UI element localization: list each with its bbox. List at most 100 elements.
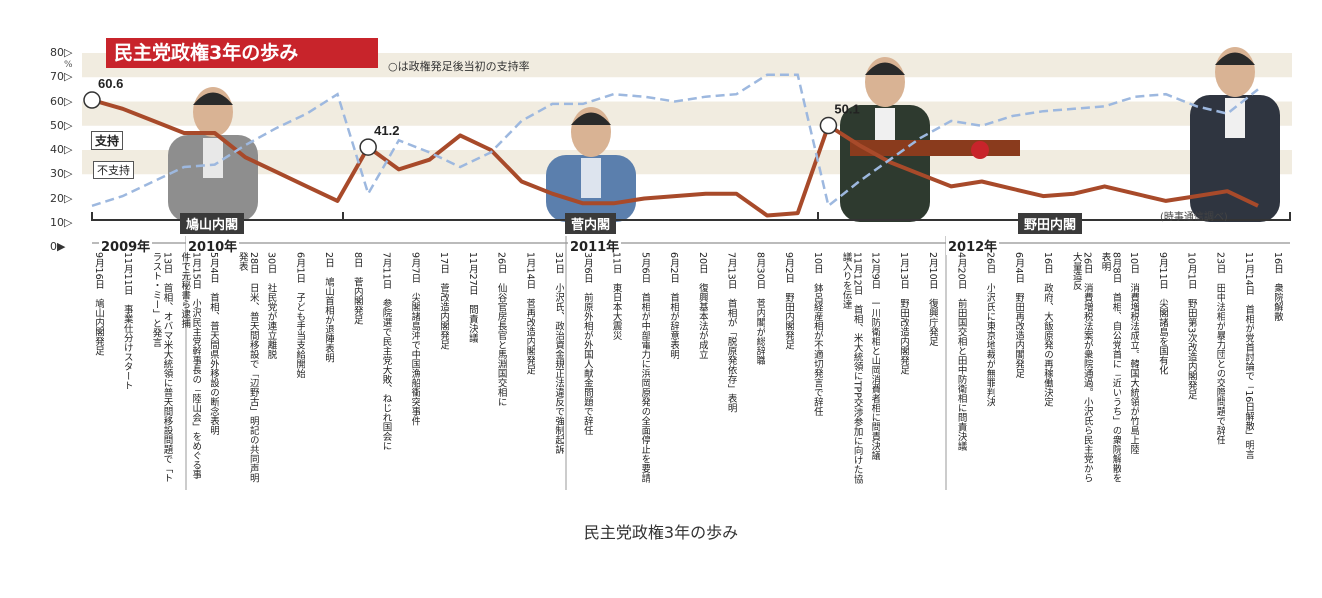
cabinet-label-hatoyama: 鳩山内閣 xyxy=(180,213,245,234)
annotation-marks: 60.6 41.2 50.1 xyxy=(83,76,860,156)
timeline-dividers xyxy=(92,236,1290,490)
initial-rating-label-1: 41.2 xyxy=(374,123,399,138)
series-lines xyxy=(91,73,1259,218)
event-date: 8日 xyxy=(351,252,363,278)
event-date: 7月11日 xyxy=(380,252,392,299)
event-text: 尖閣諸島沖で中国漁船衝突事件 xyxy=(409,292,421,426)
event-item: 28日 日米、普天間移設で「辺野古」明記の共同声明発表 xyxy=(237,252,259,488)
source-note: (時事通信調べ) xyxy=(1160,212,1228,223)
event-date: 8月8日 xyxy=(1110,252,1122,293)
series-line-support xyxy=(91,98,1259,218)
event-item: 26日 小沢氏に東京地裁が無罪判決 xyxy=(984,252,995,488)
event-text: 小沢民主党幹事長の「陸山会」をめぐる事件で元秘書ら逮捕 xyxy=(179,252,202,480)
legend-nonsupport: 不支持 xyxy=(93,161,134,179)
event-item: 7月11日 参院選で民主党大敗、ねじれ国会に xyxy=(381,252,392,488)
portrait-noda-podium xyxy=(840,57,930,222)
event-item: 2日 鳩山首相が退陣表明 xyxy=(323,252,334,488)
y-tick-label: 0▶ xyxy=(50,240,66,253)
initial-rating-label-0: 60.6 xyxy=(98,76,123,91)
portrait-photos xyxy=(168,47,1280,222)
event-item: 12月9日 一川防衛相と山岡消費者相に問責決議 xyxy=(869,252,880,488)
initial-rating-label-2: 50.1 xyxy=(834,102,859,117)
portrait-hatoyama-hair xyxy=(193,92,233,105)
event-item: 9月7日 尖閣諸島沖で中国漁船衝突事件 xyxy=(409,252,420,488)
event-text: 野田改造内閣発足 xyxy=(898,298,910,375)
event-text: 菅内閣発足 xyxy=(351,277,363,325)
initial-rating-marker-0 xyxy=(83,91,101,109)
event-item: 11月27日 問責決議 xyxy=(467,252,478,488)
cabinet-label-noda: 野田内閣 xyxy=(1018,213,1083,234)
podium-emblem xyxy=(971,141,989,159)
event-text: 前原外相が外国人献金問題で辞任 xyxy=(581,292,593,436)
portrait-hatoyama-suit xyxy=(168,135,258,222)
portrait-kan-hair xyxy=(571,112,611,125)
event-date: 10日 xyxy=(1128,252,1140,284)
year-2010: 2010年 xyxy=(186,236,240,255)
event-date: 26日 xyxy=(984,252,996,284)
portrait-noda-podium-shirt xyxy=(875,108,895,148)
event-text: 消費増税法案が衆院通過。小沢氏ら民主党から大量造反 xyxy=(1070,252,1093,483)
event-date: 3月6日 xyxy=(581,252,593,293)
initial-rating-marker-2 xyxy=(819,116,838,135)
portrait-noda-hair xyxy=(1215,52,1255,65)
event-date: 12月9日 xyxy=(869,252,881,299)
y-tick-label: 30▷ xyxy=(50,167,73,181)
series-line-nonsupport xyxy=(91,73,1259,209)
event-text: 菅内閣が総辞職 xyxy=(754,298,766,366)
event-text: 鉢呂経産相が不適切発言で辞任 xyxy=(811,283,823,417)
event-text: 首相が「脱原発依存」表明 xyxy=(725,298,737,413)
event-date: 10日 xyxy=(811,252,823,284)
event-text: 参院選で民主党大敗、ねじれ国会に xyxy=(380,298,392,451)
event-item: 10日 鉢呂経産相が不適切発言で辞任 xyxy=(812,252,823,488)
cabinet-brackets xyxy=(91,212,1291,221)
event-date: 6月1日 xyxy=(294,252,306,293)
event-text: 菅再改造内閣発足 xyxy=(524,298,536,375)
event-text: 菅改造内閣発足 xyxy=(438,283,450,350)
event-date: 4月20日 xyxy=(955,252,967,299)
event-text: 野田内閣発足 xyxy=(783,292,795,350)
year-2012: 2012年 xyxy=(946,236,1000,255)
event-item: 11月11日 事業仕分けスタート xyxy=(122,252,133,488)
event-item: 26日 消費増税法案が衆院通過。小沢氏ら民主党から大量造反 xyxy=(1071,252,1093,488)
event-date: 16日 xyxy=(1041,252,1053,284)
event-date: 16日 xyxy=(1272,252,1283,284)
event-item: 10月1日 野田第3次改造内閣発足 xyxy=(1186,252,1197,488)
event-date: 10月1日 xyxy=(1185,252,1197,299)
event-date: 23日 xyxy=(1214,252,1226,284)
event-text: 復興庁発足 xyxy=(926,298,938,347)
event-text: 小沢氏に東京地裁が無罪判決 xyxy=(984,283,996,407)
portrait-noda xyxy=(1190,47,1280,222)
event-item: 9月2日 野田内閣発足 xyxy=(783,252,794,488)
event-date: 11月14日 xyxy=(1243,252,1255,305)
initial-rating-marker-1 xyxy=(359,138,377,156)
event-item: 11月14日 首相が党首討論で「16日解散」明言 xyxy=(1243,252,1254,488)
event-date: 26日 xyxy=(1081,252,1093,284)
event-text: 事業仕分けスタート xyxy=(121,304,133,391)
event-item: 23日 田中法相が暴力団との交際問題で辞任 xyxy=(1214,252,1225,488)
band-30 xyxy=(82,150,1292,175)
y-tick-label: 10▷ xyxy=(50,215,73,229)
event-text: 首相、自公党首に「近いうち」の衆院解散を表明 xyxy=(1099,252,1122,483)
event-item: 20日 復興基本法が成立 xyxy=(697,252,708,488)
event-text: 消費増税法成立。韓国大統領が竹島上陸 xyxy=(1128,283,1140,455)
event-item: 30日 社民党が連立離脱 xyxy=(266,252,277,488)
event-date: 13日 xyxy=(161,252,173,284)
event-date: 1月15日 xyxy=(190,252,202,299)
event-item: 17日 菅改造内閣発足 xyxy=(438,252,449,488)
event-item: 9月16日 鳩山内閣発足 xyxy=(93,252,104,488)
event-text: 子ども手当支給開始 xyxy=(294,292,306,379)
event-item: 16日 政府、大飯原発の再稼働決定 xyxy=(1042,252,1053,488)
event-text: 問責決議 xyxy=(466,304,478,343)
event-date: 2月10日 xyxy=(926,252,938,299)
event-date: 9月11日 xyxy=(1156,252,1168,299)
event-text: 一川防衛相と山岡消費者相に問責決議 xyxy=(869,298,881,461)
event-item: 1月13日 野田改造内閣発足 xyxy=(898,252,909,488)
portrait-kan-shirt xyxy=(581,158,601,198)
event-item: 6月4日 野田再改造内閣発足 xyxy=(1013,252,1024,488)
event-text: 社民党が連立離脱 xyxy=(265,283,277,360)
y-tick-label: 70▷ xyxy=(50,70,73,84)
cabinet-label-kan: 菅内閣 xyxy=(565,213,617,234)
chart-title: 民主党政権3年の歩み xyxy=(106,38,378,68)
event-date: 5月6日 xyxy=(639,252,651,293)
event-item: 4月20日 前田国交相と田中防衛相に問責決議 xyxy=(956,252,967,488)
